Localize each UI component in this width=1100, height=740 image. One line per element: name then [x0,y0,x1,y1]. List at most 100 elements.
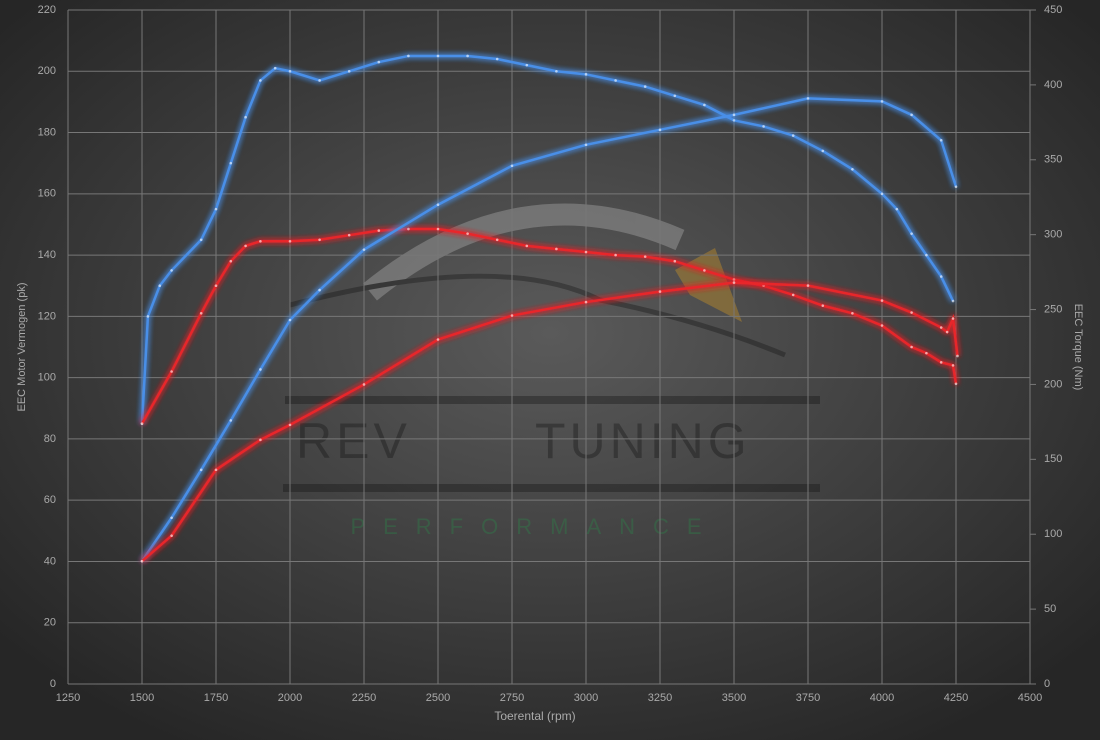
data-point [140,422,144,425]
data-point [259,79,262,82]
data-point [939,361,943,364]
data-point [362,383,366,386]
y2-tick-label: 400 [1044,79,1062,91]
data-point [945,330,949,334]
data-point [495,238,499,242]
data-point [495,57,499,61]
data-point [288,240,292,243]
data-point [158,284,162,288]
data-point [436,338,440,341]
data-point [170,370,173,373]
data-point [880,324,884,327]
data-point [407,54,410,58]
data-point [673,259,677,263]
x-tick-label: 1750 [204,692,228,704]
data-point [791,293,795,297]
data-point [318,238,321,242]
data-point [140,559,144,563]
watermark-text: TUNING [535,413,751,469]
data-point [939,139,943,142]
y2-tick-label: 50 [1044,603,1056,615]
data-point [259,240,262,243]
data-point [377,60,381,64]
data-point [880,192,884,196]
data-point [525,63,529,67]
x-axis-label: Toerental (rpm) [494,709,575,723]
data-point [436,54,440,58]
y-tick-label: 0 [50,678,56,690]
x-tick-label: 4000 [870,692,894,704]
data-point [925,351,928,355]
data-point [732,278,736,281]
data-point [584,143,588,147]
x-tick-label: 1250 [56,692,80,704]
y-tick-label: 60 [44,494,56,506]
data-point [229,419,233,422]
y-tick-label: 80 [44,433,56,445]
data-point [851,312,854,315]
data-point [791,134,795,137]
data-point [821,304,825,307]
data-point [377,229,381,232]
data-point [436,227,440,231]
data-point [939,326,943,329]
x-tick-label: 2000 [278,692,302,704]
data-point [954,185,958,189]
data-point [880,100,884,103]
watermark-text: PERFORMANCE [350,514,719,539]
data-point [956,354,959,358]
data-point [614,253,617,257]
y2-tick-label: 0 [1044,678,1050,690]
logo-bar [283,484,820,492]
x-tick-label: 2750 [500,692,524,704]
data-point [658,128,662,132]
y-tick-label: 160 [38,188,56,200]
data-point [614,79,617,82]
data-point [806,284,810,287]
data-point [762,125,765,128]
x-tick-label: 3500 [722,692,746,704]
data-point [939,275,943,278]
data-point [510,164,514,168]
data-point [273,66,277,70]
data-point [910,311,913,314]
data-point [170,534,173,538]
data-point [762,284,765,288]
y2-tick-label: 150 [1044,453,1062,465]
data-point [229,161,233,165]
data-point [951,317,955,320]
data-point [895,207,899,211]
y2-tick-label: 450 [1044,4,1062,16]
data-point [673,94,677,98]
data-point [170,516,173,520]
y-tick-label: 100 [38,372,56,384]
x-tick-label: 2250 [352,692,376,704]
data-point [318,288,321,292]
data-point [244,244,247,248]
data-point [732,281,736,284]
data-point [259,438,262,442]
y-tick-label: 220 [38,4,56,16]
data-point [259,368,262,371]
data-point [214,284,218,288]
data-point [170,269,173,272]
data-point [199,312,203,315]
data-point [910,113,913,117]
y-axis-label: EEC Motor Vermogen (pk) [16,283,28,412]
data-point [407,227,410,231]
x-tick-label: 1500 [130,692,154,704]
data-point [951,364,955,367]
data-point [732,113,736,117]
data-point [703,269,706,272]
y2-tick-label: 350 [1044,154,1062,166]
data-point [954,382,958,386]
x-tick-label: 4250 [944,692,968,704]
data-point [951,299,955,303]
watermark-text: REV [296,413,411,469]
data-point [821,149,825,153]
y2-tick-label: 300 [1044,229,1062,241]
y-tick-label: 140 [38,249,56,261]
data-point [910,232,913,235]
data-point [880,299,884,302]
